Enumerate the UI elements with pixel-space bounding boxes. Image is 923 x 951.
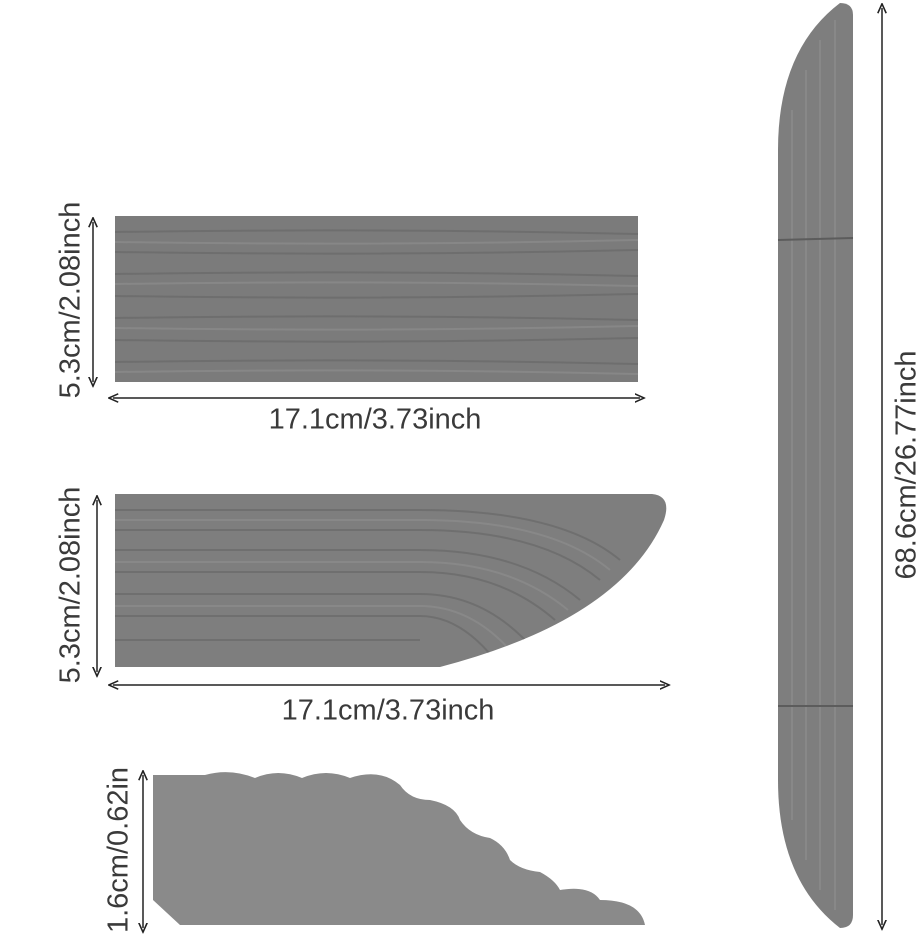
profile-piece	[153, 772, 645, 925]
height-label: 1.6cm/0.62in	[103, 767, 135, 933]
width-label: 17.1cm/3.73inch	[282, 695, 495, 727]
middle-piece	[115, 494, 667, 667]
length-label: 68.6cm/26.77inch	[891, 351, 923, 580]
width-label: 17.1cm/3.73inch	[269, 404, 482, 436]
long-piece	[777, 3, 854, 928]
height-label: 5.3cm/2.08inch	[55, 202, 87, 399]
top-piece	[114, 216, 639, 382]
height-label: 5.3cm/2.08inch	[55, 487, 87, 684]
